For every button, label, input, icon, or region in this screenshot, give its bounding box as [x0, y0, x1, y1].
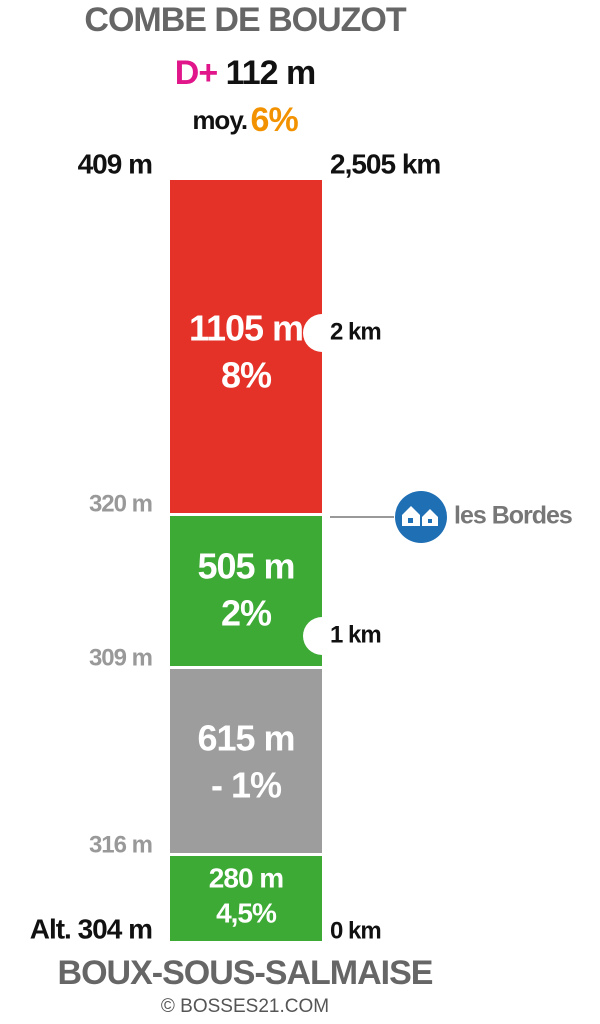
- title: COMBE DE BOUZOT: [84, 1, 406, 39]
- km-marker: 0 km: [330, 917, 381, 944]
- segment: [170, 516, 322, 666]
- altitude-label: 320 m: [89, 490, 152, 517]
- credit: © BOSSES21.COM: [161, 996, 329, 1017]
- average-grade: moy. 6%: [192, 101, 298, 139]
- altitude-label: Alt. 304 m: [30, 913, 152, 944]
- elevation-gain: D+ 112 m: [175, 54, 315, 92]
- place-icon: [395, 491, 447, 543]
- gain-label: D+: [175, 54, 218, 92]
- altitude-label: 316 m: [89, 831, 152, 858]
- top-altitude: 409 m: [78, 148, 152, 179]
- segment-grade: 2%: [221, 593, 272, 634]
- segment-length: 615 m: [197, 718, 294, 759]
- place-name: les Bordes: [454, 502, 572, 530]
- segment-grade: 8%: [221, 355, 272, 396]
- avg-value: 6%: [251, 101, 299, 139]
- km-marker: 1 km: [330, 621, 381, 648]
- km-notch: [303, 314, 322, 352]
- segment-length: 280 m: [209, 862, 283, 893]
- segment-length: 1105 m: [189, 308, 303, 349]
- segment-length: 505 m: [197, 546, 294, 587]
- total-distance: 2,505 km: [330, 148, 440, 179]
- segment-grade: 4,5%: [216, 897, 277, 928]
- start-town: BOUX-SOUS-SALMAISE: [58, 954, 433, 992]
- segment: [170, 669, 322, 853]
- altitude-label: 309 m: [89, 644, 152, 671]
- km-marker: 2 km: [330, 318, 381, 345]
- avg-label: moy.: [192, 105, 247, 135]
- segment: [170, 856, 322, 941]
- km-notch: [303, 617, 322, 655]
- gain-value: 112 m: [226, 54, 316, 92]
- segment: [170, 180, 322, 513]
- segment-grade: - 1%: [211, 765, 282, 806]
